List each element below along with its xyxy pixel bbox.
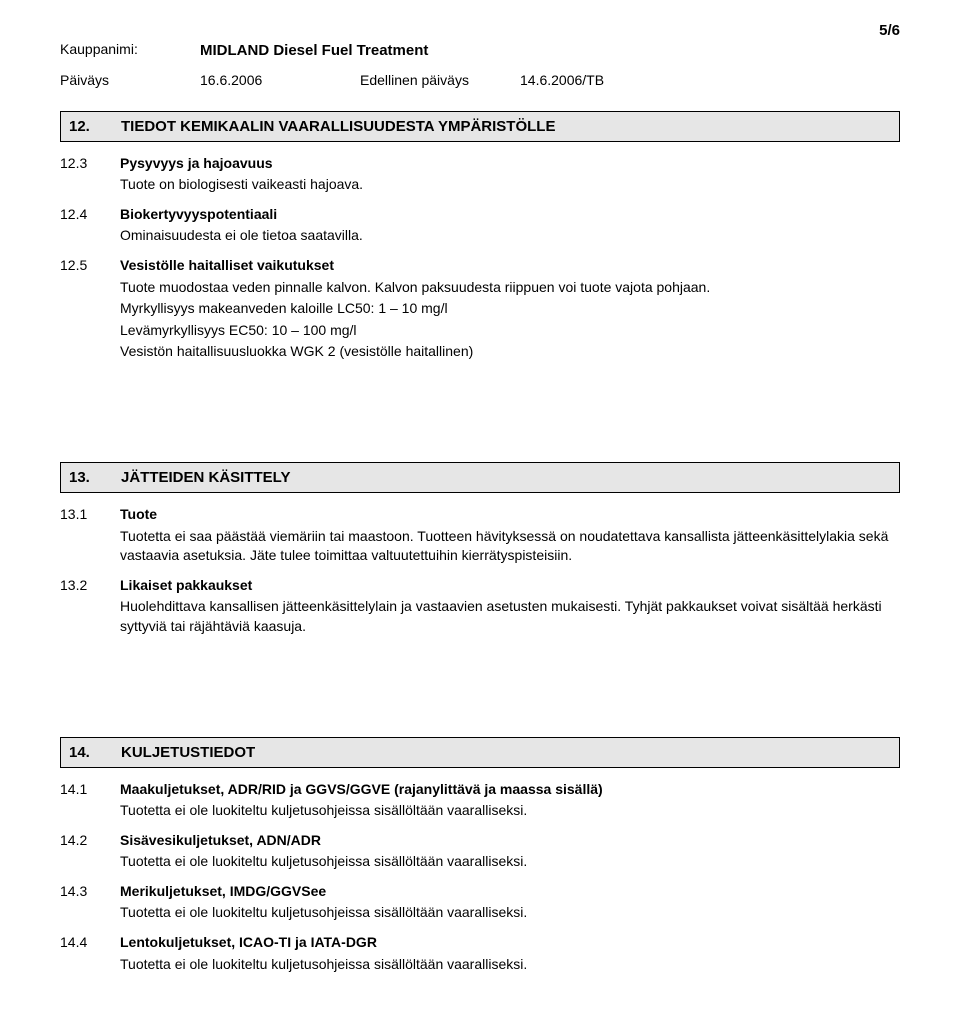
subsection-12-3: 12.3 Pysyvyys ja hajoavuus Tuote on biol… xyxy=(60,154,900,197)
sub-12-3-title: Pysyvyys ja hajoavuus xyxy=(120,154,900,174)
section-12-title: TIEDOT KEMIKAALIN VAARALLISUUDESTA YMPÄR… xyxy=(121,116,555,137)
trade-name-row: Kauppanimi: MIDLAND Diesel Fuel Treatmen… xyxy=(60,40,900,61)
section-14-header: 14. KULJETUSTIEDOT xyxy=(60,737,900,768)
sub-14-3-number: 14.3 xyxy=(60,882,120,925)
subsection-13-1: 13.1 Tuote Tuotetta ei saa päästää viemä… xyxy=(60,505,900,568)
sub-12-5-body: Vesistölle haitalliset vaikutukset Tuote… xyxy=(120,256,900,364)
sub-12-4-number: 12.4 xyxy=(60,205,120,248)
sub-12-5-title: Vesistölle haitalliset vaikutukset xyxy=(120,256,900,276)
section-12-header: 12. TIEDOT KEMIKAALIN VAARALLISUUDESTA Y… xyxy=(60,111,900,142)
sub-13-1-title: Tuote xyxy=(120,505,900,525)
trade-name-value: MIDLAND Diesel Fuel Treatment xyxy=(200,40,428,61)
sub-14-3-body: Merikuljetukset, IMDG/GGVSee Tuotetta ei… xyxy=(120,882,900,925)
sub-13-1-body: Tuote Tuotetta ei saa päästää viemäriin … xyxy=(120,505,900,568)
date-value: 16.6.2006 xyxy=(200,71,360,91)
section-13-header: 13. JÄTTEIDEN KÄSITTELY xyxy=(60,462,900,493)
sub-12-5-line3: Levämyrkyllisyys EC50: 10 – 100 mg/l xyxy=(120,321,900,341)
sub-12-4-body: Biokertyvyyspotentiaali Ominaisuudesta e… xyxy=(120,205,900,248)
sub-13-1-text: Tuotetta ei saa päästää viemäriin tai ma… xyxy=(120,527,900,566)
sub-12-3-text: Tuote on biologisesti vaikeasti hajoava. xyxy=(120,175,900,195)
trade-name-label: Kauppanimi: xyxy=(60,40,200,61)
sub-12-5-number: 12.5 xyxy=(60,256,120,364)
section-14-number: 14. xyxy=(69,742,121,763)
sub-12-5-line4: Vesistön haitallisuusluokka WGK 2 (vesis… xyxy=(120,342,900,362)
sub-14-2-body: Sisävesikuljetukset, ADN/ADR Tuotetta ei… xyxy=(120,831,900,874)
section-14-title: KULJETUSTIEDOT xyxy=(121,742,255,763)
subsection-14-4: 14.4 Lentokuljetukset, ICAO-TI ja IATA-D… xyxy=(60,933,900,976)
date-row: Päiväys 16.6.2006 Edellinen päiväys 14.6… xyxy=(60,71,900,91)
subsection-14-2: 14.2 Sisävesikuljetukset, ADN/ADR Tuotet… xyxy=(60,831,900,874)
prev-date-value: 14.6.2006/TB xyxy=(520,71,604,91)
sub-12-3-body: Pysyvyys ja hajoavuus Tuote on biologise… xyxy=(120,154,900,197)
sub-14-2-number: 14.2 xyxy=(60,831,120,874)
sub-14-2-text: Tuotetta ei ole luokiteltu kuljetusohjei… xyxy=(120,852,900,872)
sub-13-2-body: Likaiset pakkaukset Huolehdittava kansal… xyxy=(120,576,900,639)
prev-date-label: Edellinen päiväys xyxy=(360,71,520,91)
sub-13-2-text: Huolehdittava kansallisen jätteenkäsitte… xyxy=(120,597,900,636)
section-12-number: 12. xyxy=(69,116,121,137)
sub-13-2-number: 13.2 xyxy=(60,576,120,639)
sub-14-1-title: Maakuljetukset, ADR/RID ja GGVS/GGVE (ra… xyxy=(120,780,900,800)
page-number: 5/6 xyxy=(879,20,900,41)
sub-13-2-title: Likaiset pakkaukset xyxy=(120,576,900,596)
date-label: Päiväys xyxy=(60,71,200,91)
subsection-12-5: 12.5 Vesistölle haitalliset vaikutukset … xyxy=(60,256,900,364)
subsection-14-3: 14.3 Merikuljetukset, IMDG/GGVSee Tuotet… xyxy=(60,882,900,925)
sub-14-4-number: 14.4 xyxy=(60,933,120,976)
subsection-12-4: 12.4 Biokertyvyyspotentiaali Ominaisuude… xyxy=(60,205,900,248)
subsection-13-2: 13.2 Likaiset pakkaukset Huolehdittava k… xyxy=(60,576,900,639)
sub-14-1-text: Tuotetta ei ole luokiteltu kuljetusohjei… xyxy=(120,801,900,821)
sub-14-1-number: 14.1 xyxy=(60,780,120,823)
sub-13-1-number: 13.1 xyxy=(60,505,120,568)
sub-14-3-text: Tuotetta ei ole luokiteltu kuljetusohjei… xyxy=(120,903,900,923)
sub-14-3-title: Merikuljetukset, IMDG/GGVSee xyxy=(120,882,900,902)
sub-12-4-title: Biokertyvyyspotentiaali xyxy=(120,205,900,225)
sub-12-3-number: 12.3 xyxy=(60,154,120,197)
sub-14-4-text: Tuotetta ei ole luokiteltu kuljetusohjei… xyxy=(120,955,900,975)
subsection-14-1: 14.1 Maakuljetukset, ADR/RID ja GGVS/GGV… xyxy=(60,780,900,823)
sub-12-4-text: Ominaisuudesta ei ole tietoa saatavilla. xyxy=(120,226,900,246)
sub-14-4-title: Lentokuljetukset, ICAO-TI ja IATA-DGR xyxy=(120,933,900,953)
sub-14-4-body: Lentokuljetukset, ICAO-TI ja IATA-DGR Tu… xyxy=(120,933,900,976)
sub-12-5-line2: Myrkyllisyys makeanveden kaloille LC50: … xyxy=(120,299,900,319)
sub-14-1-body: Maakuljetukset, ADR/RID ja GGVS/GGVE (ra… xyxy=(120,780,900,823)
section-13-title: JÄTTEIDEN KÄSITTELY xyxy=(121,467,290,488)
sub-12-5-line1: Tuote muodostaa veden pinnalle kalvon. K… xyxy=(120,278,900,298)
section-13-number: 13. xyxy=(69,467,121,488)
sub-14-2-title: Sisävesikuljetukset, ADN/ADR xyxy=(120,831,900,851)
